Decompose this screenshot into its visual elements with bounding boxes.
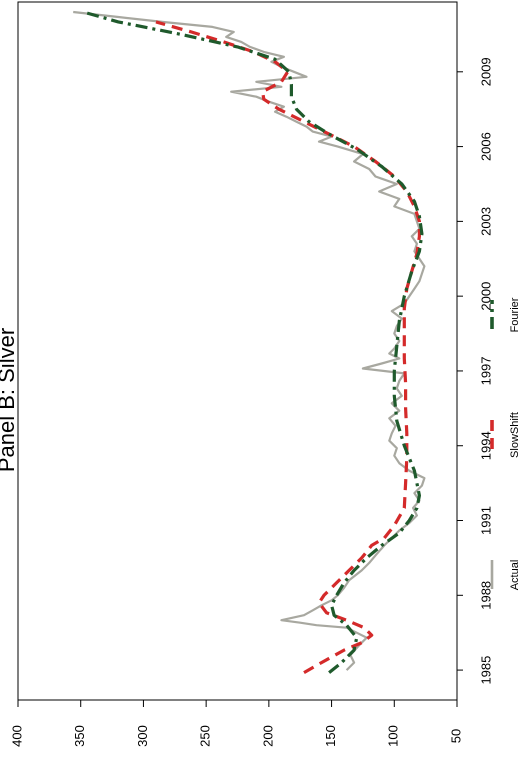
legend-label-actual: Actual	[509, 560, 521, 591]
x-tick-label: 1988	[478, 581, 493, 610]
y-tick-label: 100	[386, 725, 401, 747]
legend-label-slowshift: SlowShift	[509, 412, 521, 458]
x-tick-label: 2003	[478, 207, 493, 236]
y-tick-label: 300	[135, 725, 150, 747]
legend-label-fourier: Fourier	[509, 297, 521, 332]
chart-title: Panel B: Silver	[0, 328, 19, 472]
y-tick-label: 150	[323, 725, 338, 747]
x-tick-label: 1991	[478, 506, 493, 535]
x-tick-label: 2009	[478, 57, 493, 86]
x-tick-label: 1994	[478, 431, 493, 460]
series-line-fourier	[82, 10, 424, 674]
axes: 1985 1988 1991 1994 1997 2000 2003 2006 2009 50 10…	[9, 1, 493, 747]
y-tick-label: 250	[198, 725, 213, 747]
series-line-slowshift	[155, 20, 421, 674]
y-tick-label: 200	[260, 725, 275, 747]
y-tick-label: 400	[9, 725, 24, 747]
x-tick-label: 1997	[478, 356, 493, 385]
legend: Actual SlowShift Fourier	[490, 297, 521, 591]
x-tick-label: 2000	[478, 282, 493, 311]
y-tick-label: 50	[448, 729, 463, 743]
plot-area	[73, 10, 426, 674]
x-tick-label: 1985	[478, 656, 493, 685]
x-tick-label: 2006	[478, 132, 493, 161]
plot-frame	[17, 1, 458, 701]
chart-title-group: Panel B: Silver	[0, 328, 19, 472]
series-line-actual	[73, 10, 426, 671]
y-tick-label: 350	[72, 725, 87, 747]
